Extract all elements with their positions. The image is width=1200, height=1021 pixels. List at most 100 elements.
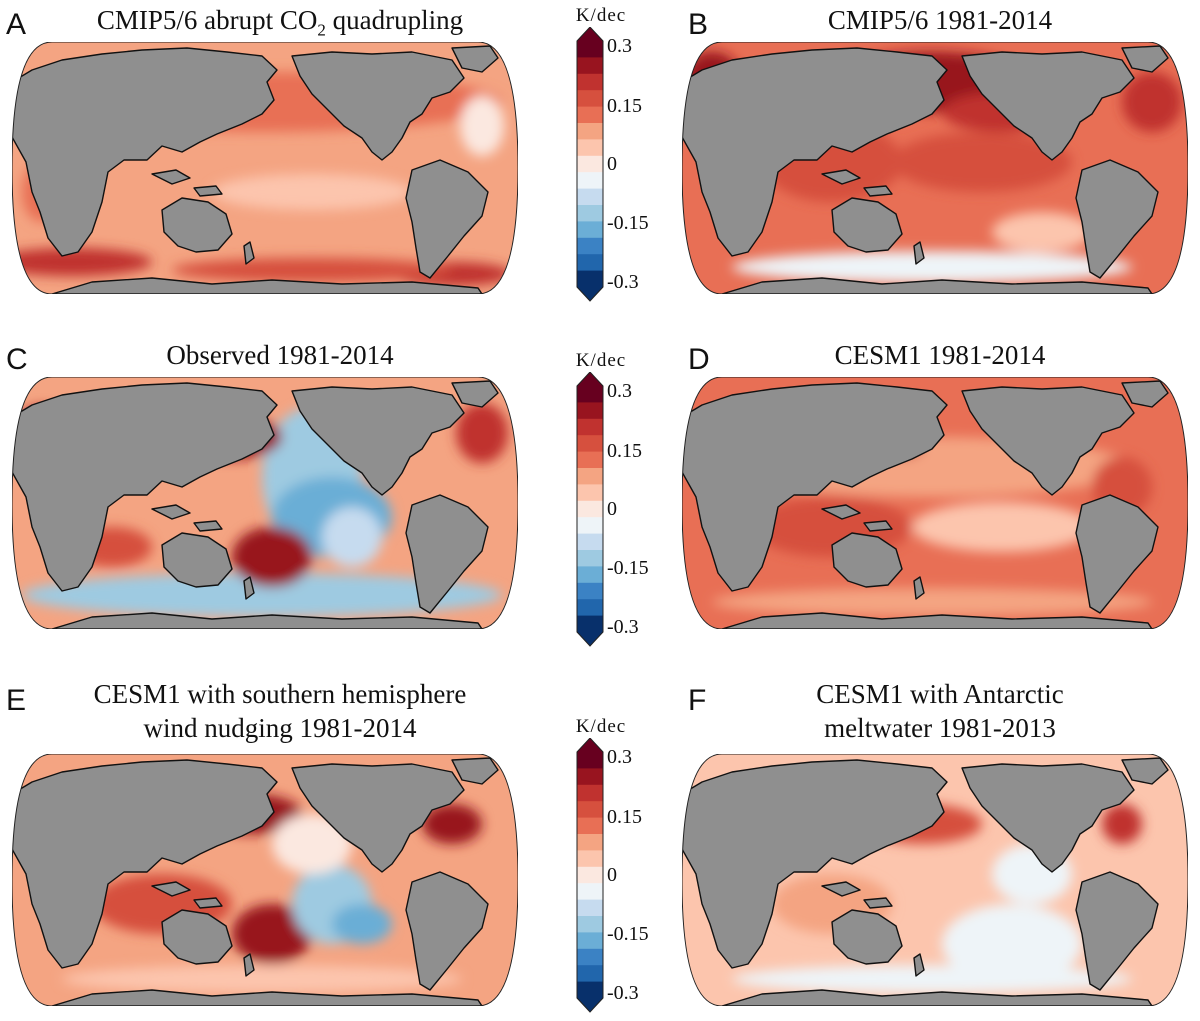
title-text: CMIP5/6 abrupt CO: [96, 5, 318, 35]
title-text-end: quadrupling: [325, 5, 464, 35]
map-canvas: [681, 376, 1189, 630]
trend-anomaly-region: [22, 573, 502, 617]
trend-anomaly-region: [332, 904, 392, 944]
trend-anomaly-region: [892, 132, 1072, 192]
landmass-north-america: [291, 763, 465, 873]
colorbar-swatch: [577, 850, 603, 868]
colorbar-swatch: [577, 981, 603, 999]
trend-anomaly-region: [232, 904, 312, 964]
colorbar-tick: 0.3: [607, 35, 632, 57]
landmass-eurasia-africa: [682, 47, 948, 257]
landmass-north-america: [961, 763, 1135, 873]
colorbar-swatch: [577, 817, 603, 835]
colorbar-swatch: [577, 270, 603, 288]
panel-letter: F: [688, 684, 707, 717]
panel-title: CMIP5/6 abrupt CO2 quadrupling: [40, 4, 520, 46]
colorbar-swatch: [577, 386, 603, 403]
colorbar-swatch: [577, 599, 603, 617]
colorbar-swatch: [577, 533, 603, 551]
colorbar: K/dec 0.3 0.15 0 -0.15 -0.3: [565, 350, 649, 647]
landmass-australia: [831, 532, 903, 588]
colorbar-tick: 0.15: [607, 95, 642, 117]
landmass-indonesia: [151, 881, 191, 897]
trend-map: [11, 753, 519, 1007]
panel-letter: D: [688, 343, 710, 376]
landmass-new-guinea: [863, 185, 893, 197]
colorbar-scale: [576, 738, 604, 1013]
colorbar-tick: 0.15: [607, 440, 642, 462]
trend-anomaly-region: [460, 96, 504, 156]
landmass-antarctica: [721, 612, 1153, 629]
landmass-new-zealand: [913, 241, 925, 265]
landmass-south-america: [405, 159, 489, 279]
landmass-antarctica: [51, 612, 483, 629]
colorbar-scale: [576, 27, 604, 302]
landmass-new-guinea: [863, 897, 893, 909]
colorbar-swatch: [577, 188, 603, 206]
trend-anomaly-region: [1102, 804, 1142, 844]
trend-map: [681, 41, 1189, 295]
map-canvas: [681, 41, 1189, 295]
trend-anomaly-region: [422, 804, 482, 844]
colorbar-swatch: [577, 566, 603, 584]
colorbar-swatch: [577, 965, 603, 983]
landmass-north-america: [291, 51, 465, 161]
panel-title-line2: wind nudging 1981-2014: [143, 713, 417, 743]
landmass-antarctica: [721, 989, 1153, 1006]
landmass-new-zealand: [913, 953, 925, 977]
panel-b: B CMIP5/6 1981-2014: [660, 0, 1200, 320]
landmass-south-america: [1075, 871, 1159, 991]
landmass-australia: [831, 909, 903, 965]
colorbar-swatch: [577, 123, 603, 140]
colorbar-swatch: [577, 73, 603, 91]
landmass-antarctica: [51, 277, 483, 294]
colorbar-tick: 0.3: [607, 746, 632, 768]
landmass-greenland: [451, 45, 499, 73]
landmass-eurasia-africa: [12, 382, 278, 592]
landmass-new-guinea: [193, 897, 223, 909]
trend-anomaly-region: [12, 248, 152, 276]
landmass-eurasia-africa: [682, 759, 948, 969]
colorbar-title: K/dec: [575, 716, 627, 737]
colorbar-swatch: [577, 221, 603, 239]
landmass-new-zealand: [243, 241, 255, 265]
colorbar-extend-min: [577, 998, 603, 1012]
colorbar-outline: [576, 738, 604, 1013]
trend-map: [11, 376, 519, 630]
landmass-indonesia: [821, 169, 861, 185]
colorbar-swatch: [577, 517, 603, 535]
colorbar-tick: 0.15: [607, 806, 642, 828]
colorbar-tick: 0.3: [607, 380, 632, 402]
colorbar-swatch: [577, 155, 603, 173]
colorbar-swatch: [577, 899, 603, 917]
colorbar-tick: 0: [607, 498, 617, 520]
title-subscript: 2: [317, 20, 326, 40]
landmass-south-america: [1075, 494, 1159, 614]
landmass-greenland: [1121, 757, 1169, 785]
colorbar: K/dec 0.3 0.15 0 -0.15 -0.3: [565, 716, 649, 1013]
colorbar-tick: 0: [607, 864, 617, 886]
landmass-new-guinea: [863, 520, 893, 532]
map-canvas: [681, 753, 1189, 1007]
panel-title: CESM1 1981-2014: [834, 340, 1046, 370]
colorbar-swatch: [577, 237, 603, 255]
landmass-new-guinea: [193, 185, 223, 197]
colorbar-swatch: [577, 254, 603, 272]
colorbar-outline: [576, 372, 604, 647]
trend-anomaly-region: [272, 814, 352, 874]
colorbar-tick: 0: [607, 153, 617, 175]
colorbar-swatch: [577, 834, 603, 851]
landmass-antarctica: [721, 277, 1153, 294]
landmass-north-america: [291, 386, 465, 496]
colorbar-tick: -0.3: [607, 616, 639, 638]
colorbar-swatch: [577, 468, 603, 485]
colorbar-swatch: [577, 550, 603, 567]
colorbar-swatch: [577, 916, 603, 933]
colorbar-swatch: [577, 500, 603, 518]
trend-anomaly-region: [732, 251, 1132, 283]
landmass-indonesia: [151, 169, 191, 185]
colorbar-swatch: [577, 582, 603, 600]
panel-f: F CESM1 with Antarctic meltwater 1981-20…: [660, 676, 1200, 1007]
colorbar-tick: -0.3: [607, 271, 639, 293]
trend-anomaly-region: [712, 588, 1152, 616]
